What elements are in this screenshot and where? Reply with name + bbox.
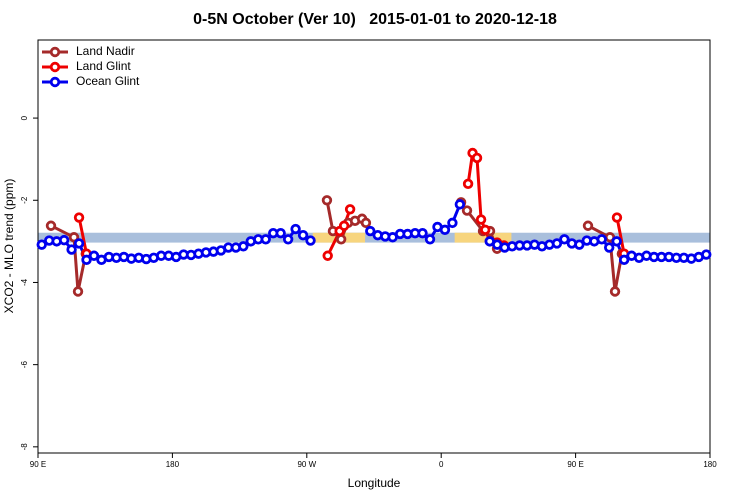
legend-label: Ocean Glint <box>76 74 140 88</box>
data-point <box>618 254 630 266</box>
data-point <box>551 238 563 249</box>
y-tick-label: -2 <box>20 196 29 204</box>
data-point <box>360 217 372 229</box>
data-point <box>461 205 473 216</box>
legend-marker <box>49 76 61 88</box>
data-point <box>447 217 458 229</box>
data-point <box>73 212 85 223</box>
data-point <box>58 234 70 246</box>
data-point <box>72 286 84 297</box>
data-point <box>297 229 309 241</box>
data-point <box>471 152 483 164</box>
chart-title: 0-5N October (Ver 10) 2015-01-01 to 2020… <box>193 11 557 28</box>
data-point <box>275 227 286 239</box>
data-point <box>290 223 301 235</box>
legend-label: Land Glint <box>76 59 131 73</box>
data-point <box>480 224 491 236</box>
data-point <box>282 234 294 245</box>
data-point <box>321 195 333 206</box>
data-point <box>322 250 333 261</box>
data-point <box>81 254 92 266</box>
x-tick-label: 180 <box>166 460 180 469</box>
y-tick-label: -6 <box>20 361 29 369</box>
y-axis-label: XCO2 - MLO trend (ppm) <box>2 179 16 314</box>
data-point <box>582 220 594 231</box>
data-point <box>260 234 271 245</box>
data-point <box>305 235 316 246</box>
x-tick-label: 90 E <box>567 460 583 469</box>
data-point <box>338 220 350 231</box>
data-point <box>574 239 585 250</box>
legend-marker <box>49 61 61 73</box>
data-point <box>68 232 80 243</box>
data-point <box>45 220 57 231</box>
y-tick-label: -4 <box>20 278 29 286</box>
y-tick-label: -8 <box>20 443 29 451</box>
data-point <box>609 286 621 297</box>
data-point <box>559 234 570 245</box>
legend-label: Land Nadir <box>76 44 135 58</box>
data-point <box>462 178 474 190</box>
legend-marker <box>49 46 61 58</box>
data-point <box>417 227 428 239</box>
data-point <box>611 236 622 247</box>
data-point <box>439 224 451 236</box>
data-point <box>365 225 376 237</box>
data-point <box>596 234 607 245</box>
x-tick-label: 90 W <box>297 460 316 469</box>
data-point <box>344 204 356 215</box>
y-tick-label: 0 <box>20 115 29 120</box>
data-point <box>335 234 347 245</box>
data-point <box>701 249 712 260</box>
x-tick-label: 180 <box>703 460 717 469</box>
x-axis-label: Longitude <box>348 476 401 490</box>
data-point <box>454 199 466 210</box>
data-point <box>424 234 436 245</box>
data-point <box>611 212 623 223</box>
band-highlight <box>454 232 512 243</box>
data-point <box>88 250 100 261</box>
data-point <box>475 214 487 225</box>
data-point <box>73 238 85 249</box>
data-point <box>604 242 615 253</box>
x-tick-label: 90 E <box>30 460 46 469</box>
data-point <box>66 244 77 255</box>
data-point <box>238 241 249 252</box>
x-tick-label: 0 <box>439 460 444 469</box>
data-point <box>36 239 47 250</box>
